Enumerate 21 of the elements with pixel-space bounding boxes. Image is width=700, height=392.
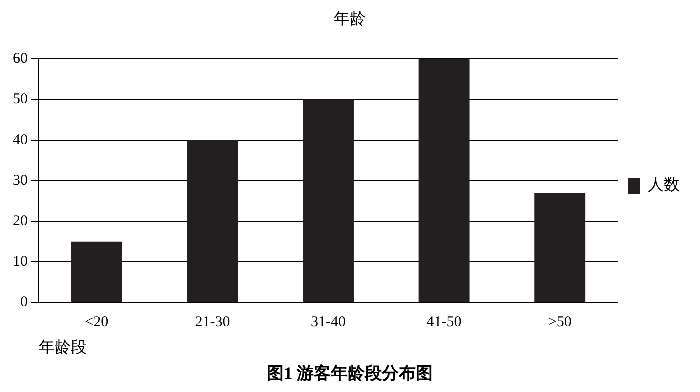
bar <box>187 140 238 302</box>
bar <box>534 193 586 302</box>
y-tick-label: 30 <box>13 172 28 189</box>
y-tick-label: 40 <box>13 132 28 148</box>
x-tick-label: 41-50 <box>426 314 462 331</box>
bar <box>71 242 122 302</box>
x-tick-label: 21-30 <box>195 314 230 331</box>
x-axis-title: 年龄段 <box>39 338 87 357</box>
y-tick-label: 60 <box>13 51 28 68</box>
bar <box>303 100 354 302</box>
legend-label: 人数 <box>648 177 680 194</box>
y-tick-label: 0 <box>20 294 28 311</box>
y-tick-label: 50 <box>13 92 28 108</box>
x-tick-label: <20 <box>85 314 109 331</box>
y-tick-label: 20 <box>13 214 28 230</box>
x-tick-label: >50 <box>548 314 572 331</box>
x-tick-label: 31-40 <box>311 314 346 331</box>
chart-title: 年龄 <box>334 10 366 28</box>
y-tick-label: 10 <box>13 254 28 270</box>
caption: 图1 游客年龄段分布图 <box>266 363 434 385</box>
bar <box>418 59 470 302</box>
